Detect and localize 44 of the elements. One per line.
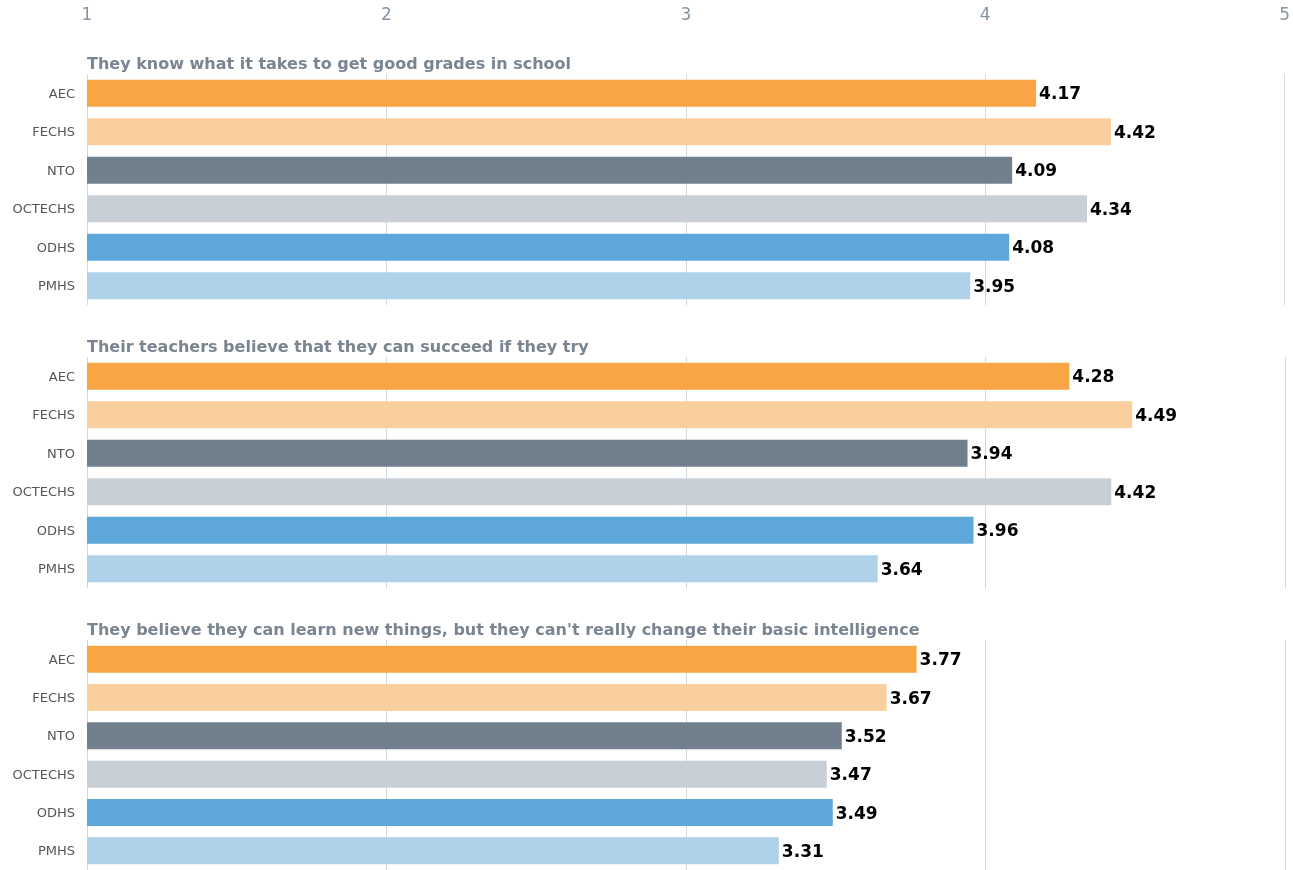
y-tick-label: OCTECHS (12, 766, 75, 782)
data-label: 4.42 (1114, 481, 1157, 502)
x-tick-label: 3 (680, 3, 692, 24)
y-tick-label: ODHS (36, 239, 75, 255)
y-tick-label: PMHS (37, 561, 75, 577)
y-tick-label: AEC (48, 651, 75, 667)
data-label: 3.64 (880, 558, 923, 579)
data-label: 4.17 (1039, 83, 1082, 104)
data-label: 4.42 (1113, 121, 1156, 142)
y-tick-label: ODHS (36, 522, 75, 538)
y-tick-label: AEC (48, 85, 75, 101)
y-tick-label: PMHS (37, 278, 75, 294)
data-label: 3.77 (919, 649, 962, 670)
y-tick-label: NTO (47, 445, 75, 461)
data-label: 3.94 (970, 443, 1013, 464)
data-label: 4.34 (1089, 198, 1133, 219)
y-tick-label: OCTECHS (12, 201, 75, 217)
chart-title: Their teachers believe that they can succeed if they try (87, 336, 590, 356)
data-label: 3.49 (835, 802, 878, 823)
y-tick-label: PMHS (37, 843, 75, 859)
data-label: 3.96 (976, 520, 1019, 541)
y-tick-label: NTO (47, 728, 75, 744)
data-label: 3.47 (829, 764, 872, 785)
y-tick-label: AEC (48, 368, 75, 384)
data-label: 4.49 (1135, 404, 1178, 425)
x-tick-label: 4 (979, 3, 991, 24)
data-label: 3.52 (844, 725, 887, 746)
y-tick-label: OCTECHS (12, 484, 75, 500)
y-tick-label: FECHS (32, 124, 75, 140)
x-tick-label: 1 (81, 3, 93, 24)
data-label: 4.09 (1015, 160, 1058, 181)
y-tick-label: FECHS (32, 407, 75, 423)
data-label: 3.95 (973, 275, 1016, 296)
data-label: 4.28 (1072, 366, 1115, 387)
x-tick-label: 5 (1279, 3, 1291, 24)
y-tick-label: FECHS (32, 690, 75, 705)
x-tick-label: 2 (380, 3, 392, 24)
chart-title: They know what it takes to get good grades in school (87, 53, 572, 73)
data-label: 3.67 (889, 687, 932, 708)
data-label: 3.31 (781, 840, 824, 861)
y-tick-label: ODHS (36, 805, 75, 820)
data-label: 4.08 (1012, 237, 1055, 258)
chart-title: They believe they can learn new things, but they can't really change their basic intelligence (87, 619, 920, 639)
y-tick-label: NTO (47, 162, 75, 178)
